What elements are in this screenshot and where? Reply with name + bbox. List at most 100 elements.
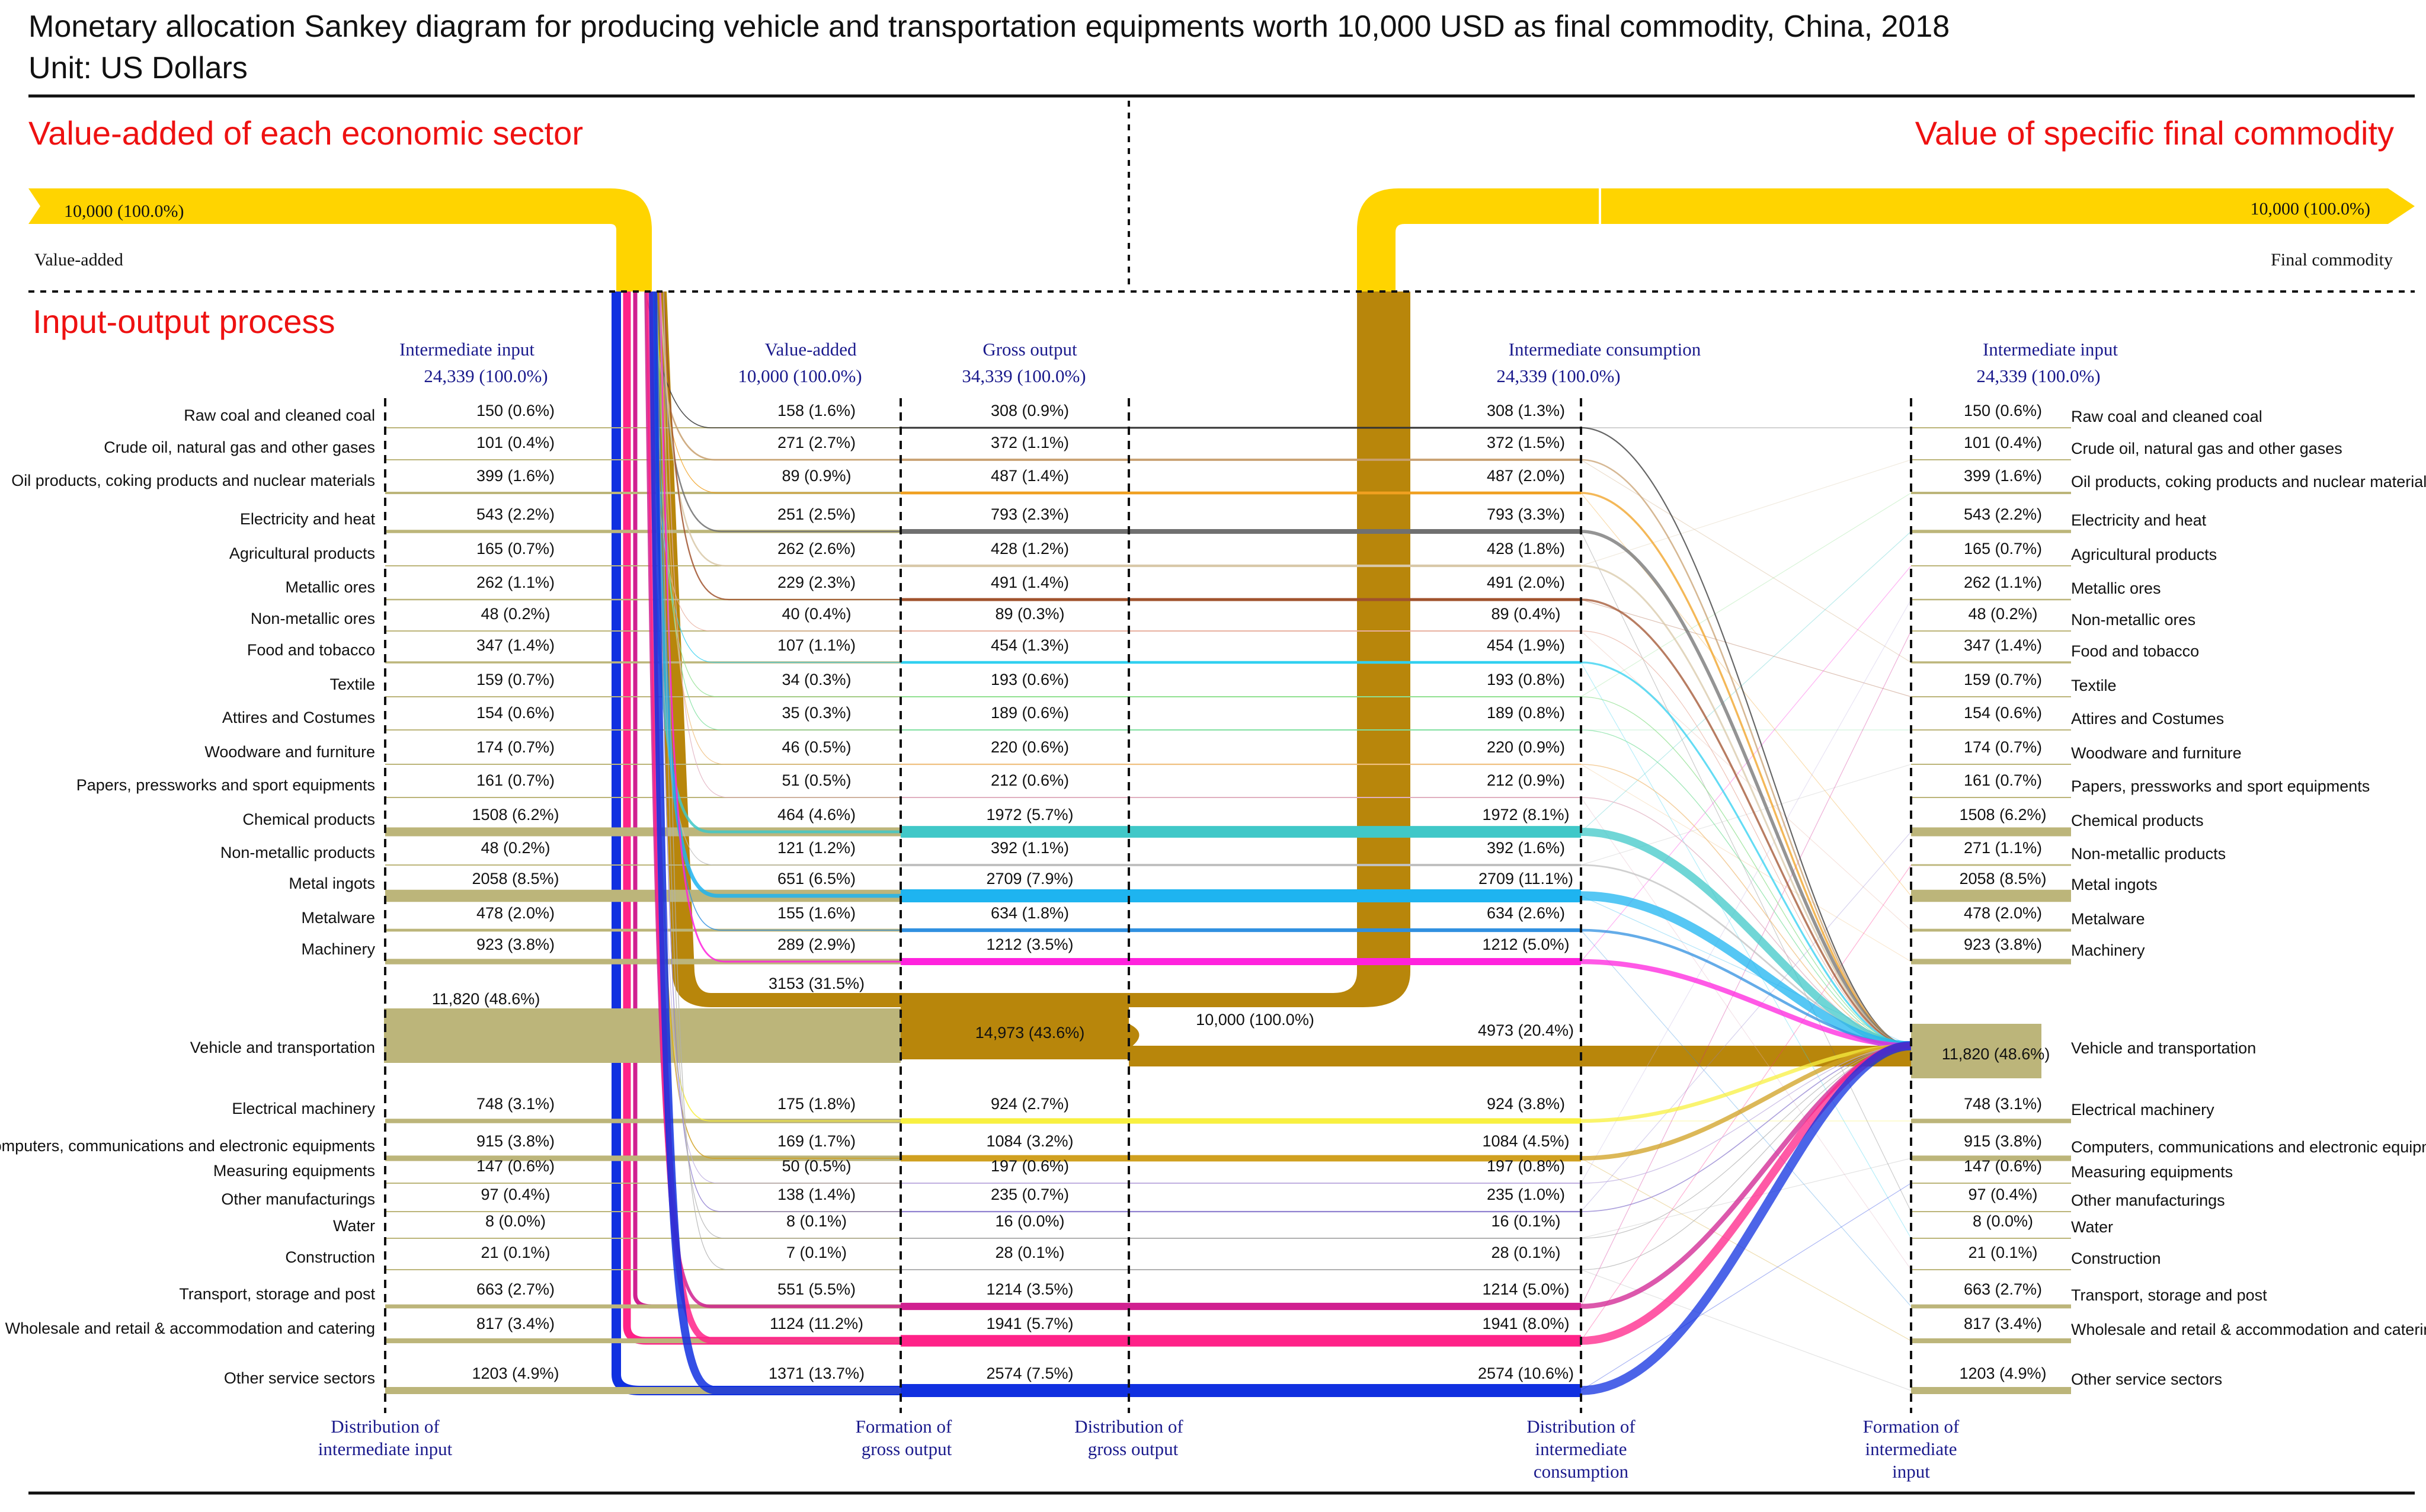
iir-value: 543 (2.2%) <box>1964 505 2042 523</box>
ic-value: 2574 (10.6%) <box>1478 1364 1574 1382</box>
va-vehicle-value: 3153 (31.5%) <box>769 975 865 992</box>
sector-label-left: Metal ingots <box>289 874 375 892</box>
ic-value: 28 (0.1%) <box>1491 1244 1560 1261</box>
ic-fan-line <box>1580 1045 1912 1184</box>
ii-value: 101 (0.4%) <box>476 434 555 451</box>
ic-fan-line <box>1580 598 1912 1047</box>
ic-value: 1214 (5.0%) <box>1482 1280 1569 1298</box>
ii-value: 165 (0.7%) <box>476 540 555 558</box>
va-value: 107 (1.1%) <box>777 636 856 654</box>
ic-fan-line <box>1580 891 1912 1050</box>
sector-label-right: Machinery <box>2071 941 2145 959</box>
stage-label-5b: intermediate <box>1865 1439 1957 1459</box>
sector-label-right: Crude oil, natural gas and other gases <box>2071 440 2342 457</box>
sector-label-left: Raw coal and cleaned coal <box>184 406 375 424</box>
ic-value: 793 (3.3%) <box>1487 505 1565 523</box>
go-value: 1084 (3.2%) <box>986 1132 1073 1150</box>
go-value: 1212 (3.5%) <box>986 936 1073 953</box>
go-value: 89 (0.3%) <box>995 605 1064 623</box>
va-value: 89 (0.9%) <box>782 467 851 485</box>
iir-value: 923 (3.8%) <box>1964 936 2042 953</box>
vehicle-left-node <box>384 1008 901 1063</box>
sector-label-right: Construction <box>2071 1250 2161 1267</box>
ic-value: 197 (0.8%) <box>1487 1157 1565 1175</box>
ic-cross-line <box>1580 531 1912 832</box>
va-value: 464 (4.6%) <box>777 806 856 824</box>
trunk-other-services <box>612 291 1581 1395</box>
ic-title: Intermediate consumption <box>1509 339 1701 360</box>
ic-value: 212 (0.9%) <box>1487 771 1565 789</box>
va-value: 35 (0.3%) <box>782 704 851 722</box>
ii-value: 817 (3.4%) <box>476 1315 555 1332</box>
ii-value: 1508 (6.2%) <box>472 806 559 824</box>
iir-value: 2058 (8.5%) <box>1959 870 2046 888</box>
ic-fan-line <box>1580 459 1912 1047</box>
iir-value: 147 (0.6%) <box>1964 1157 2042 1175</box>
ic-value: 193 (0.8%) <box>1487 671 1565 688</box>
sector-label-right: Vehicle and transportation <box>2071 1039 2256 1057</box>
iir-value: 161 (0.7%) <box>1964 771 2042 789</box>
go-value: 16 (0.0%) <box>995 1212 1064 1230</box>
ii-value: 48 (0.2%) <box>481 605 550 623</box>
ii-value: 663 (2.7%) <box>476 1280 555 1298</box>
ic-value: 2709 (11.1%) <box>1478 870 1573 888</box>
ic-cross-line <box>1580 831 1912 1212</box>
stage-label-2a: Formation of <box>856 1416 952 1437</box>
ic-fan-line <box>1580 661 1912 1047</box>
go-value: 2709 (7.9%) <box>986 870 1073 888</box>
iir-value: 262 (1.1%) <box>1964 574 2042 591</box>
ic-cross-line <box>1580 662 1912 1239</box>
ii-value: 154 (0.6%) <box>476 704 555 722</box>
sector-label-left: Oil products, coking products and nuclea… <box>11 472 375 489</box>
stage-label-1b: intermediate input <box>318 1439 453 1459</box>
go-value: 1214 (3.5%) <box>986 1280 1073 1298</box>
sector-label-left: Machinery <box>301 940 375 958</box>
ii-value: 543 (2.2%) <box>476 505 555 523</box>
va-curve <box>659 291 901 567</box>
sector-label-left: Crude oil, natural gas and other gases <box>104 438 375 456</box>
va-total: 10,000 (100.0%) <box>738 366 862 386</box>
sector-label-right: Oil products, coking products and nuclea… <box>2071 473 2426 491</box>
sector-label-left: Agricultural products <box>229 544 375 562</box>
ii-value: 478 (2.0%) <box>476 904 555 922</box>
sector-label-left: Other service sectors <box>224 1369 375 1387</box>
stage-label-4a: Distribution of <box>1526 1416 1636 1437</box>
sector-label-right: Non-metallic ores <box>2071 611 2195 629</box>
fc-gold-band <box>1357 188 2415 291</box>
va-curve <box>662 291 901 601</box>
sector-label-left: Water <box>333 1217 375 1235</box>
vehicle-go-node <box>901 993 1129 1059</box>
ii-right-title: Intermediate input <box>1983 339 2118 360</box>
sector-label-left: Other manufacturings <box>221 1190 375 1208</box>
sector-label-right: Metal ingots <box>2071 876 2158 893</box>
stage-label-5a: Formation of <box>1863 1416 1960 1437</box>
ii-value: 147 (0.6%) <box>476 1157 555 1175</box>
ii-value: 347 (1.4%) <box>476 636 555 654</box>
ic-vehicle-value: 4973 (20.4%) <box>1478 1021 1574 1039</box>
sector-label-right: Electrical machinery <box>2071 1101 2214 1119</box>
ii-left-title: Intermediate input <box>399 339 535 360</box>
ic-cross-line <box>1580 630 1912 931</box>
go-value: 428 (1.2%) <box>991 540 1069 558</box>
va-value: 262 (2.6%) <box>777 540 856 558</box>
go-value: 235 (0.7%) <box>991 1186 1069 1203</box>
va-value: 50 (0.5%) <box>782 1157 851 1175</box>
ic-cross-line <box>1580 565 1912 962</box>
sector-label-right: Non-metallic products <box>2071 845 2226 863</box>
va-value: 169 (1.7%) <box>777 1132 856 1150</box>
iir-vehicle-value: 11,820 (48.6%) <box>1942 1045 2050 1063</box>
ic-cross-line <box>1580 599 1912 697</box>
ic-value: 392 (1.6%) <box>1487 839 1565 857</box>
ic-cross-line <box>1580 930 1912 1307</box>
sector-label-left: Chemical products <box>242 811 375 828</box>
sector-label-left: Woodware and furniture <box>204 743 375 761</box>
fc-caption: Final commodity <box>2271 250 2393 270</box>
ic-value: 428 (1.8%) <box>1487 540 1565 558</box>
ii-value: 748 (3.1%) <box>476 1095 555 1113</box>
go-value: 454 (1.3%) <box>991 636 1069 654</box>
sector-label-right: Textile <box>2071 677 2117 694</box>
va-value: 251 (2.5%) <box>777 505 856 523</box>
go-value: 1941 (5.7%) <box>986 1315 1073 1332</box>
iir-value: 8 (0.0%) <box>1973 1212 2033 1230</box>
ii-value: 8 (0.0%) <box>485 1212 546 1230</box>
